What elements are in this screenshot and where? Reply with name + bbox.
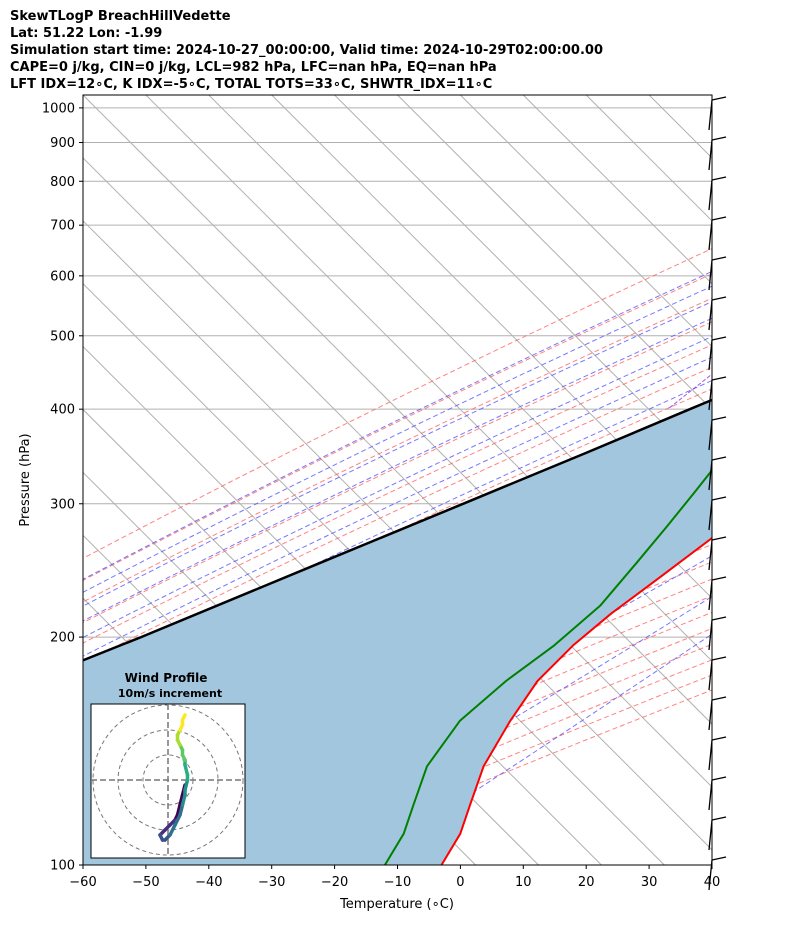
isotherm <box>522 95 712 285</box>
y-tick-label: 600 <box>50 269 75 284</box>
hodograph <box>91 704 245 858</box>
dry-adiabat <box>83 321 712 624</box>
wind-barb-flag <box>711 416 727 421</box>
isotherm <box>83 157 712 788</box>
y-tick-label: 500 <box>50 329 75 344</box>
x-tick-label: 20 <box>578 875 595 890</box>
y-axis-ticks: 100 200 300 400 500 600 700 800 900 1000 <box>42 101 83 874</box>
y-tick-label: 800 <box>50 175 75 190</box>
isotherm <box>397 95 712 411</box>
x-tick-label: 30 <box>641 875 658 890</box>
moist-adiabat <box>83 270 712 580</box>
wind-barb-flag <box>711 656 727 661</box>
x-tick-label: 0 <box>456 875 464 890</box>
y-tick-label: 100 <box>50 859 75 874</box>
dry-adiabat <box>83 273 712 581</box>
y-tick-label: 700 <box>50 219 75 234</box>
wind-barb-flag <box>711 816 727 821</box>
x-tick-label: −60 <box>69 875 96 890</box>
location-line: Lat: 51.22 Lon: -1.99 <box>10 26 163 41</box>
time-line: Simulation start time: 2024-10-27_00:00:… <box>10 43 603 58</box>
wind-barb-flag <box>711 856 727 861</box>
wind-barb-flag <box>711 536 727 541</box>
wind-barb-flag <box>711 216 727 221</box>
wind-barb-flag <box>711 136 727 141</box>
wind-barb-flag <box>711 576 727 581</box>
chart-header: SkewTLogP BreachHillVedette Lat: 51.22 L… <box>10 8 603 93</box>
isotherm <box>83 220 712 851</box>
wind-barb-flag <box>711 176 727 181</box>
y-tick-label: 400 <box>50 403 75 418</box>
inset-subtitle: 10m/s increment <box>118 687 222 700</box>
indices-line-2: LFT IDX=12∘C, K IDX=-5∘C, TOTAL TOTS=33∘… <box>10 77 493 92</box>
wind-barb-flag <box>711 96 727 101</box>
isotherm <box>711 95 712 96</box>
x-tick-label: 10 <box>515 875 532 890</box>
wind-barb-flag <box>711 456 727 461</box>
hodo-segment <box>168 823 177 837</box>
dry-adiabat <box>83 366 712 664</box>
y-axis-label: Pressure (hPa) <box>18 433 33 526</box>
wind-barb-flag <box>711 616 727 621</box>
isotherm <box>83 282 665 865</box>
x-axis-ticks: −60 −50 −40 −30 −20 −10 0 10 20 30 40 <box>69 865 720 890</box>
hodo-segment <box>180 713 187 722</box>
x-tick-label: −10 <box>384 875 411 890</box>
wind-barb-flag <box>711 736 727 741</box>
temperature-line <box>440 536 712 865</box>
x-tick-label: 40 <box>704 875 721 890</box>
x-tick-label: −20 <box>321 875 348 890</box>
wind-barb-flag <box>711 496 727 501</box>
moist-adiabat <box>83 317 712 622</box>
wind-profile-inset: Wind Profile 10m/s increment <box>90 671 246 859</box>
wind-barb-flag <box>711 296 727 301</box>
wind-barb-flag <box>711 776 727 781</box>
moist-adiabat <box>83 285 712 593</box>
wind-barb-flag <box>711 696 727 701</box>
isotherm <box>334 95 712 474</box>
dry-adiabat <box>83 248 712 559</box>
x-tick-label: −50 <box>132 875 159 890</box>
y-tick-label: 1000 <box>42 101 75 116</box>
wind-barb-flag <box>711 376 727 381</box>
dewpoint-line <box>384 468 712 865</box>
x-tick-label: −40 <box>195 875 222 890</box>
wind-barb-flag <box>711 336 727 341</box>
isotherm <box>460 95 712 348</box>
inset-title: Wind Profile <box>125 671 208 685</box>
y-tick-label: 200 <box>50 631 75 646</box>
chart-title: SkewTLogP BreachHillVedette <box>10 9 231 24</box>
isotherm <box>83 95 712 725</box>
y-tick-label: 900 <box>50 136 75 151</box>
hodo-segment <box>173 813 182 827</box>
indices-line-1: CAPE=0 j/kg, CIN=0 j/kg, LCL=982 hPa, LF… <box>10 60 497 75</box>
profile-lines <box>83 398 712 865</box>
y-tick-label: 300 <box>50 497 75 512</box>
x-axis-label: Temperature (∘C) <box>339 897 454 912</box>
wind-barb-flag <box>711 256 727 261</box>
x-tick-label: −30 <box>258 875 285 890</box>
